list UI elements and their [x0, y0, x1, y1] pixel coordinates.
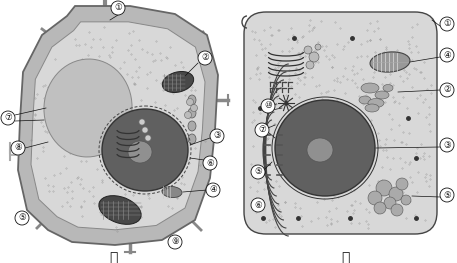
Circle shape	[374, 202, 386, 214]
Circle shape	[396, 178, 408, 190]
Text: ③: ③	[213, 132, 221, 140]
Circle shape	[306, 61, 314, 69]
Circle shape	[139, 119, 145, 125]
Text: 甲: 甲	[109, 251, 117, 263]
Ellipse shape	[188, 121, 196, 131]
Circle shape	[376, 180, 392, 196]
Circle shape	[11, 141, 25, 155]
Ellipse shape	[365, 104, 379, 112]
Polygon shape	[31, 22, 205, 230]
Ellipse shape	[188, 95, 196, 105]
Circle shape	[111, 1, 125, 15]
Text: ①: ①	[443, 19, 451, 28]
Ellipse shape	[128, 141, 152, 163]
Text: ④: ④	[209, 185, 217, 195]
Circle shape	[440, 188, 454, 202]
Ellipse shape	[102, 109, 188, 191]
Ellipse shape	[162, 72, 194, 93]
Circle shape	[186, 99, 193, 105]
Text: ③: ③	[443, 140, 451, 149]
Circle shape	[389, 187, 403, 201]
Text: ⑤: ⑤	[254, 168, 262, 176]
Circle shape	[203, 156, 217, 170]
Circle shape	[440, 138, 454, 152]
Circle shape	[309, 52, 319, 62]
Circle shape	[440, 17, 454, 31]
Ellipse shape	[375, 91, 389, 99]
Text: ⑤: ⑤	[443, 190, 451, 200]
Ellipse shape	[188, 134, 196, 144]
Circle shape	[391, 204, 403, 216]
Circle shape	[142, 127, 148, 133]
Text: ④: ④	[443, 50, 451, 59]
Text: ⑤: ⑤	[18, 214, 26, 222]
Text: ②: ②	[201, 53, 209, 63]
Text: ⑦: ⑦	[4, 114, 12, 123]
Circle shape	[261, 99, 275, 113]
Ellipse shape	[44, 59, 132, 157]
Ellipse shape	[162, 186, 182, 198]
Circle shape	[368, 191, 382, 205]
Text: ⑥: ⑥	[206, 159, 214, 168]
Text: ⑨: ⑨	[171, 237, 179, 246]
Circle shape	[440, 83, 454, 97]
Circle shape	[15, 211, 29, 225]
Text: ①: ①	[114, 3, 122, 13]
Ellipse shape	[99, 196, 141, 224]
Circle shape	[440, 48, 454, 62]
Ellipse shape	[275, 100, 375, 196]
Circle shape	[384, 197, 396, 209]
Circle shape	[304, 46, 312, 54]
Circle shape	[210, 129, 224, 143]
Ellipse shape	[188, 108, 196, 118]
Text: ⑩: ⑩	[264, 102, 272, 110]
Circle shape	[145, 135, 151, 141]
Circle shape	[255, 123, 269, 137]
Polygon shape	[18, 6, 218, 245]
Circle shape	[401, 195, 411, 205]
Ellipse shape	[383, 84, 393, 92]
Circle shape	[251, 165, 265, 179]
Circle shape	[315, 44, 321, 50]
Circle shape	[1, 111, 15, 125]
Text: ②: ②	[443, 85, 451, 94]
Ellipse shape	[370, 52, 410, 72]
Circle shape	[185, 112, 191, 119]
Text: ⑥: ⑥	[254, 200, 262, 210]
Ellipse shape	[307, 138, 333, 162]
Circle shape	[251, 198, 265, 212]
Text: ⑧: ⑧	[14, 144, 22, 153]
Circle shape	[191, 104, 197, 112]
Ellipse shape	[361, 83, 379, 93]
FancyBboxPatch shape	[244, 12, 437, 234]
Circle shape	[198, 51, 212, 65]
Ellipse shape	[359, 96, 371, 104]
Circle shape	[168, 235, 182, 249]
Circle shape	[206, 183, 220, 197]
Text: 乙: 乙	[341, 251, 349, 263]
Ellipse shape	[368, 99, 384, 108]
Text: ⑦: ⑦	[258, 125, 266, 134]
